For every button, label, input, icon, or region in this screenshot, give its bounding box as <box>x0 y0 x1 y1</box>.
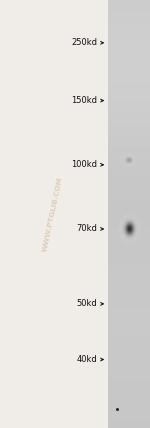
Text: 250kd: 250kd <box>72 38 98 48</box>
Text: 40kd: 40kd <box>77 355 98 364</box>
Text: 70kd: 70kd <box>77 224 98 234</box>
Text: 150kd: 150kd <box>72 96 98 105</box>
Text: 100kd: 100kd <box>72 160 98 169</box>
Text: WWW.PTGLIB.COM: WWW.PTGLIB.COM <box>42 176 63 252</box>
Text: 50kd: 50kd <box>77 299 98 309</box>
